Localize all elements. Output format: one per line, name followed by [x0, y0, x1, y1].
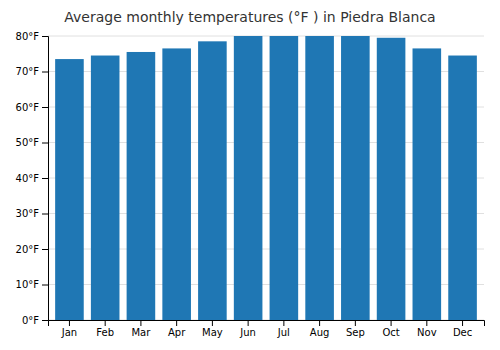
- y-tick-mark: [42, 72, 48, 73]
- x-tick: Feb: [96, 320, 114, 338]
- y-tick-mark: [42, 214, 48, 215]
- x-tick-mark: [212, 320, 213, 326]
- x-tick-mark: [248, 320, 249, 326]
- x-axis: Jan Feb Mar Apr May Jun Jul Aug Sep Oct Nov Dec: [49, 320, 485, 338]
- x-tick-label: Apr: [168, 327, 186, 338]
- y-tick-mark: [42, 285, 48, 286]
- bar: [162, 48, 191, 320]
- x-tick-label: Sep: [346, 327, 365, 338]
- x-tick-label: Feb: [96, 327, 114, 338]
- y-tick-label: 50°F: [16, 137, 40, 148]
- x-tick: Mar: [131, 320, 151, 338]
- y-tick-label: 80°F: [16, 31, 40, 42]
- x-tick-mark: [140, 320, 141, 326]
- x-tick: Aug: [310, 320, 330, 338]
- x-tick: Sep: [346, 320, 365, 338]
- y-tick-label: 20°F: [16, 244, 40, 255]
- y-tick-mark: [42, 36, 48, 37]
- bars: [55, 36, 477, 320]
- bar: [377, 38, 406, 320]
- y-tick-mark: [42, 107, 48, 108]
- y-tick-label: 40°F: [16, 173, 40, 184]
- y-tick: 20°F: [16, 244, 48, 255]
- y-tick-label: 10°F: [16, 279, 40, 290]
- x-tick: Dec: [453, 320, 472, 338]
- grid-line: [48, 36, 484, 37]
- y-tick-mark: [42, 178, 48, 179]
- x-tick-mark: [462, 320, 463, 326]
- x-tick: Jan: [61, 320, 77, 338]
- x-tick-label: Jul: [277, 327, 290, 338]
- x-axis-line: [49, 321, 485, 327]
- y-tick: 10°F: [16, 279, 48, 290]
- y-tick-label: 30°F: [16, 208, 40, 219]
- y-tick: 80°F: [16, 31, 48, 42]
- chart: Average monthly temperatures (°F ) in Pi…: [0, 0, 500, 350]
- x-tick-mark: [283, 320, 284, 326]
- y-axis-line: [42, 37, 49, 321]
- y-tick: 40°F: [16, 173, 48, 184]
- y-tick-label: 60°F: [16, 102, 40, 113]
- title: Average monthly temperatures (°F ) in Pi…: [64, 9, 435, 25]
- bar: [270, 36, 299, 320]
- x-tick-label: Jun: [239, 327, 256, 338]
- x-tick-label: Aug: [310, 327, 330, 338]
- bar: [234, 36, 263, 320]
- x-tick-mark: [319, 320, 320, 326]
- bar: [305, 36, 334, 320]
- y-tick: 30°F: [16, 208, 48, 219]
- y-tick: 0°F: [22, 315, 48, 326]
- x-tick: Jul: [277, 320, 290, 338]
- x-tick: Jun: [239, 320, 256, 338]
- x-tick-label: Jan: [61, 327, 77, 338]
- y-tick-mark: [42, 320, 48, 321]
- x-tick-label: Mar: [131, 327, 151, 338]
- x-tick: Apr: [168, 320, 186, 338]
- x-tick-label: May: [202, 327, 223, 338]
- y-axis: 0°F 10°F 20°F 30°F 40°F 50°F 60°F 70°F 80°F: [16, 31, 49, 326]
- bar: [127, 52, 156, 320]
- bar: [198, 41, 227, 320]
- x-tick: Oct: [382, 320, 399, 338]
- y-tick: 70°F: [16, 66, 48, 77]
- x-tick-mark: [355, 320, 356, 326]
- y-tick-label: 0°F: [22, 315, 39, 326]
- bar: [55, 59, 84, 320]
- x-tick: May: [202, 320, 223, 338]
- bar: [341, 36, 370, 320]
- y-tick-label: 70°F: [16, 66, 40, 77]
- y-tick-mark: [42, 249, 48, 250]
- bar: [448, 56, 477, 320]
- plot: 0°F 10°F 20°F 30°F 40°F 50°F 60°F 70°F 80°F Jan Fe…: [16, 31, 485, 338]
- x-tick-mark: [105, 320, 106, 326]
- x-tick-label: Dec: [453, 327, 472, 338]
- bar: [413, 48, 442, 320]
- y-tick: 50°F: [16, 137, 48, 148]
- x-tick-mark: [69, 320, 70, 326]
- grid: [48, 36, 484, 320]
- y-tick: 60°F: [16, 102, 48, 113]
- x-tick-mark: [176, 320, 177, 326]
- y-tick-mark: [42, 143, 48, 144]
- x-tick-mark: [426, 320, 427, 326]
- x-tick-label: Nov: [417, 327, 437, 338]
- x-tick: Nov: [417, 320, 437, 338]
- x-tick-mark: [391, 320, 392, 326]
- bar: [91, 56, 120, 320]
- x-tick-label: Oct: [382, 327, 399, 338]
